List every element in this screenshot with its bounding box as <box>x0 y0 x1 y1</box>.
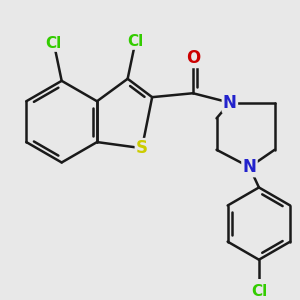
Text: N: N <box>223 94 237 112</box>
Text: O: O <box>186 49 200 67</box>
Text: Cl: Cl <box>128 34 144 49</box>
Text: Cl: Cl <box>46 36 62 51</box>
Text: Cl: Cl <box>251 284 267 298</box>
Text: N: N <box>243 158 256 176</box>
Text: S: S <box>136 139 148 157</box>
